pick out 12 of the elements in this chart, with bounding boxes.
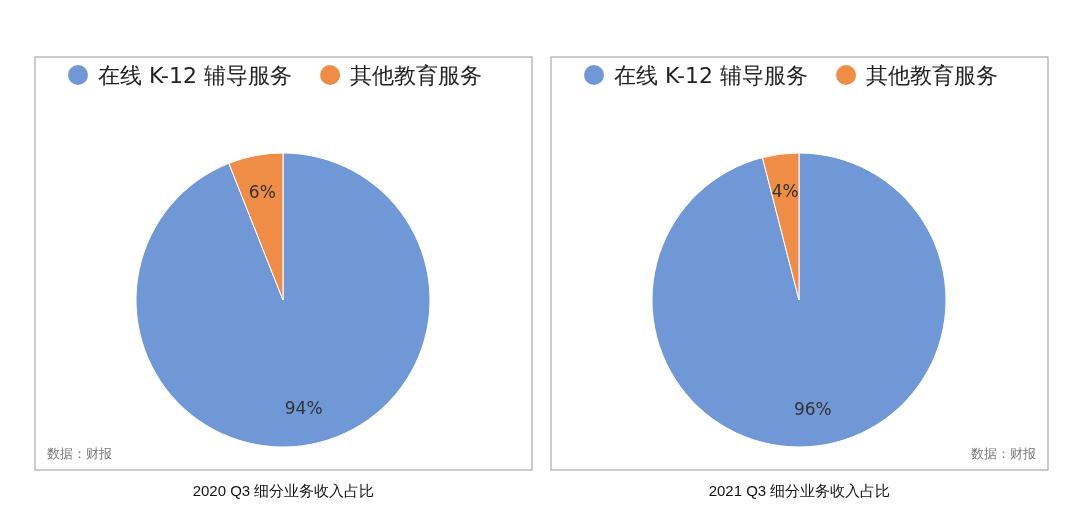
legend-label: 其他教育服务 [866,63,999,88]
data-label: 94% [284,398,323,419]
data-label: 96% [793,399,832,420]
legend-label: 在线 K-12 辅导服务 [98,63,293,88]
text: 数据：财报 [47,446,112,461]
text: 2021 Q3 细分业务收入占比 [708,482,891,499]
data-label: 6% [248,181,276,202]
legend-label: 其他教育服务 [350,63,483,88]
text: 数据：财报 [971,446,1036,461]
text: 2020 Q3 细分业务收入占比 [192,482,375,499]
legend-label: 在线 K-12 辅导服务 [614,63,809,88]
data-label: 4% [771,180,799,201]
